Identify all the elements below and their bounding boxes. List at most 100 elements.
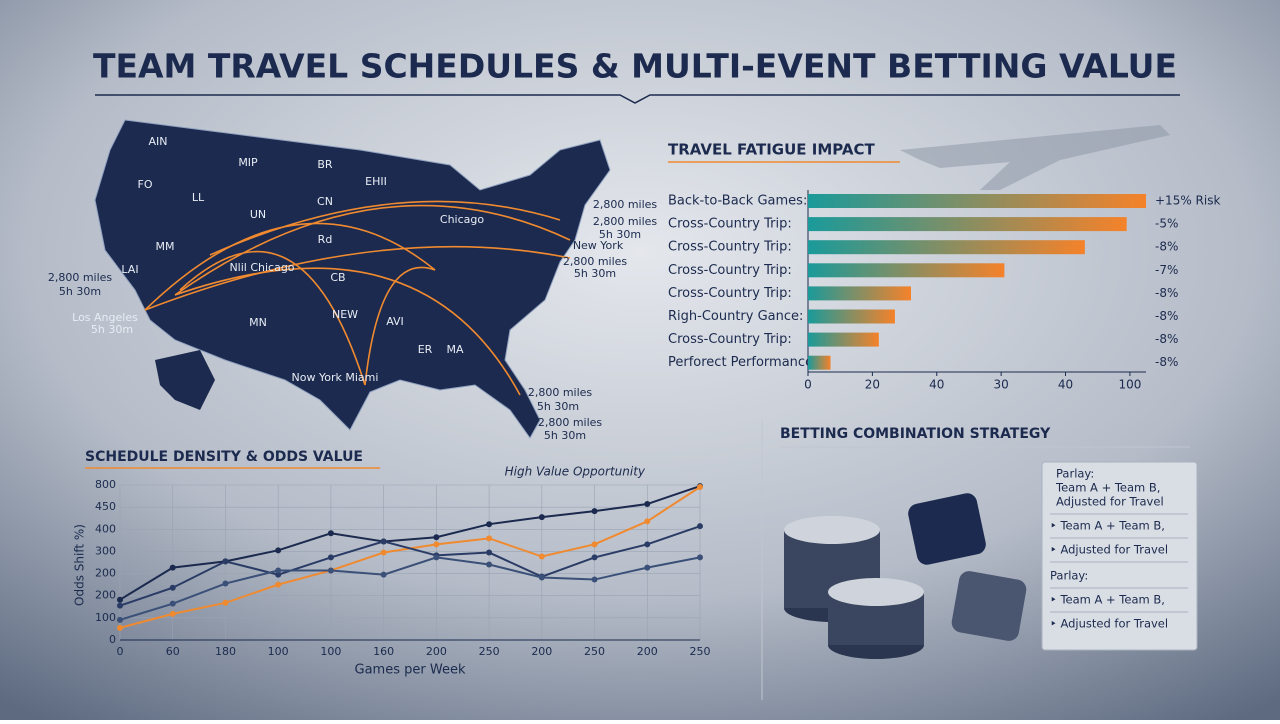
- map-label: 5h 30m: [91, 323, 133, 336]
- x-tick-label: 0: [804, 378, 812, 392]
- point: [433, 534, 440, 541]
- point: [169, 610, 176, 617]
- annotation: +15% Risk: [1155, 194, 1220, 208]
- x-tick-label: 250: [584, 645, 605, 658]
- point: [486, 561, 493, 568]
- x-tick-label: 250: [479, 645, 500, 658]
- y-tick-label: 450: [95, 500, 116, 513]
- map-label: 2,800 miles: [593, 198, 658, 211]
- annotation: -8%: [1155, 309, 1178, 323]
- point: [433, 554, 440, 561]
- x-axis-label: Games per Week: [355, 663, 466, 678]
- point: [433, 541, 440, 548]
- travel-arcs: [144, 200, 571, 396]
- map-label: MN: [249, 316, 267, 329]
- annotation: -5%: [1155, 217, 1178, 231]
- point: [327, 554, 334, 561]
- line: [119, 525, 701, 607]
- bar-chart-title: TRAVEL FATIGUE IMPACT: [668, 141, 875, 159]
- x-tick-label: 180: [215, 645, 236, 658]
- point: [275, 547, 282, 554]
- bar: [808, 355, 831, 370]
- map-label: 2,800 miles: [593, 215, 658, 228]
- map-label: 5h 30m: [574, 267, 616, 280]
- category-label: Cross-Country Trip:: [668, 332, 792, 347]
- map-label: 2,800 miles: [563, 255, 628, 268]
- map-label: New: [536, 203, 560, 216]
- point: [275, 581, 282, 588]
- point: [380, 571, 387, 578]
- point: [222, 599, 229, 606]
- x-tick-label: 20: [865, 378, 880, 392]
- bar: [808, 217, 1127, 232]
- x-tick-label: 200: [637, 645, 658, 658]
- annotation: -8%: [1155, 286, 1178, 300]
- strategy-item: ‣ Adjusted for Travel: [1050, 617, 1168, 631]
- point: [275, 571, 282, 578]
- point: [327, 530, 334, 537]
- strategy-item: ‣ Team A + Team B,: [1050, 593, 1165, 607]
- map-label: LL: [192, 191, 205, 204]
- us-map: [94, 119, 611, 439]
- map-label: Rd: [318, 233, 333, 246]
- point: [591, 541, 598, 548]
- point: [644, 541, 651, 548]
- strategy-panel: [1041, 461, 1198, 651]
- point: [697, 483, 703, 490]
- map-label: 5h 30m: [599, 228, 641, 241]
- annotation: -8%: [1155, 240, 1178, 254]
- point: [169, 600, 176, 607]
- map-label: Nlil Chicago: [229, 261, 294, 274]
- x-tick-label: 40: [1058, 378, 1073, 392]
- annotation: High Value Opportunity: [505, 465, 646, 479]
- point: [380, 538, 387, 545]
- category-label: Perforect Performance: [668, 355, 813, 370]
- point: [486, 549, 493, 556]
- point: [697, 523, 703, 530]
- map-label: NEW: [332, 308, 358, 321]
- point: [222, 558, 229, 565]
- line: [119, 485, 701, 601]
- line-chart-title: SCHEDULE DENSITY & ODDS VALUE: [85, 449, 363, 465]
- point: [117, 616, 123, 623]
- map-label: CB: [330, 271, 345, 284]
- x-tick-label: 200: [531, 645, 552, 658]
- chips-dice: [784, 493, 1027, 659]
- point: [117, 602, 123, 609]
- strategy-item: Team A + Team B,: [1055, 481, 1160, 495]
- line: [119, 556, 701, 621]
- x-tick-label: 0: [117, 645, 124, 658]
- y-axis-label: Odds Shift %): [73, 524, 87, 606]
- x-tick-label: 30: [994, 378, 1009, 392]
- annotation: -7%: [1155, 263, 1178, 277]
- strategy-item: Adjusted for Travel: [1056, 495, 1164, 509]
- point: [327, 567, 334, 574]
- alaska: [155, 350, 215, 410]
- point: [486, 521, 493, 528]
- map-label: 2,800 miles: [48, 271, 113, 284]
- point: [644, 518, 651, 525]
- x-tick-label: 60: [166, 645, 180, 658]
- strategy-item: ‣ Team A + Team B,: [1050, 519, 1165, 533]
- bar: [808, 194, 1146, 208]
- bar: [808, 309, 895, 324]
- x-tick-label: 40: [929, 378, 944, 392]
- point: [644, 564, 651, 571]
- category-label: Cross-Country Trip:: [668, 240, 792, 255]
- strategy-item: Parlay:: [1050, 569, 1088, 583]
- point: [117, 624, 123, 631]
- map-label: 5h 30m: [544, 429, 586, 442]
- bar: [808, 263, 1005, 278]
- point: [169, 564, 176, 571]
- point: [486, 535, 493, 542]
- point: [275, 567, 282, 574]
- x-tick-label: 100: [320, 645, 341, 658]
- y-tick-label: 100: [95, 611, 116, 624]
- map-label: Los Angeles: [72, 311, 138, 324]
- map-label: Chicago: [440, 213, 484, 226]
- point: [538, 553, 545, 560]
- strategy-title: BETTING COMBINATION STRATEGY: [780, 426, 1051, 442]
- bar: [808, 240, 1085, 255]
- map-label: New York: [573, 239, 624, 252]
